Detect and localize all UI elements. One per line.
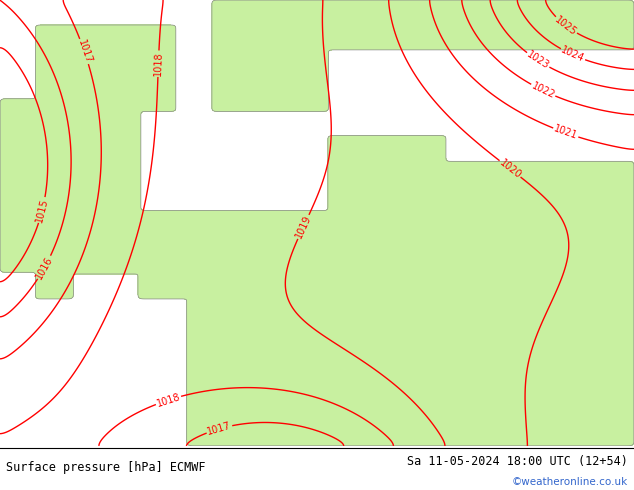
Text: ©weatheronline.co.uk: ©weatheronline.co.uk <box>512 477 628 487</box>
Text: Surface pressure [hPa] ECMWF: Surface pressure [hPa] ECMWF <box>6 461 206 473</box>
Text: 1017: 1017 <box>206 420 233 437</box>
Text: 1019: 1019 <box>294 214 313 240</box>
Text: 1025: 1025 <box>553 14 579 37</box>
Text: 1022: 1022 <box>530 81 557 100</box>
Text: Sa 11-05-2024 18:00 UTC (12+54): Sa 11-05-2024 18:00 UTC (12+54) <box>407 455 628 468</box>
Text: 1015: 1015 <box>34 197 50 223</box>
Text: 1017: 1017 <box>75 38 93 65</box>
Text: 1021: 1021 <box>552 124 579 142</box>
Text: 1020: 1020 <box>497 157 523 180</box>
Text: 1023: 1023 <box>525 49 551 71</box>
Text: 1016: 1016 <box>34 254 55 281</box>
Text: 1024: 1024 <box>559 45 586 64</box>
Text: 1018: 1018 <box>153 51 164 76</box>
Text: 1018: 1018 <box>155 392 181 409</box>
